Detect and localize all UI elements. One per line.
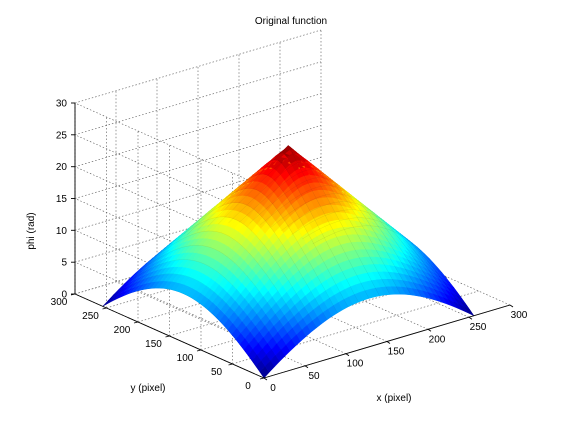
surface-mesh-line [176,188,338,313]
z-tick-label: 0 [61,290,67,301]
y-tick-mark [133,321,139,324]
y-tick-label: 100 [177,353,194,364]
y-tick-mark [102,307,107,310]
tick-labels: 0501001502002503000501001502002503000510… [51,99,528,395]
surface-mesh [102,145,475,379]
grid-line [74,61,322,136]
x-tick-mark [386,341,391,344]
grid-line [74,134,265,220]
y-tick-mark [196,349,202,352]
surface-mesh-line [312,225,475,316]
grid-line [74,29,322,104]
z-tick-label: 20 [56,162,68,173]
grid-line [74,93,322,167]
y-tick-mark [165,335,170,338]
surface-mesh-line [260,185,422,297]
y-tick-label: 300 [51,297,68,308]
y-tick-mark [259,377,265,380]
x-tick-label: 50 [308,371,320,382]
x-tick-label: 150 [388,347,405,358]
x-tick-mark [427,328,432,332]
surface-mesh-line [102,287,265,379]
y-tick-label: 200 [114,325,131,336]
z-tick-label: 5 [61,258,67,269]
z-tick-label: 25 [56,130,68,141]
x-tick-label: 250 [470,322,487,333]
surface-mesh-line [123,259,286,357]
chart-title: Original function [255,16,327,27]
grid-line [74,125,322,199]
surface-mesh-line [144,230,307,337]
grid-line [74,102,265,188]
z-tick-label: 10 [56,226,68,237]
surface-mesh-line [197,159,359,303]
y-tick-label: 0 [245,381,251,392]
surface-mesh-line [155,216,317,328]
y-axis-label: y (pixel) [130,383,165,394]
x-tick-mark [509,304,514,308]
y-tick-label: 150 [145,339,162,350]
x-tick-mark [304,365,309,369]
x-tick-label: 300 [511,310,528,321]
z-tick-label: 30 [56,99,68,110]
surface-mesh-line [165,202,328,320]
grid-line [74,166,265,251]
z-tick-label: 15 [56,194,68,205]
axes-lines [70,102,514,381]
surface-mesh-line [218,153,380,296]
grid-line [74,261,265,347]
x-tick-mark [263,377,268,381]
surface-mesh-line [186,173,349,307]
x-axis-label: x (pixel) [376,393,411,404]
surface-mesh-line [207,145,370,299]
surface-mesh-line [301,217,464,311]
x-tick-mark [345,353,350,357]
y-tick-label: 250 [82,311,99,322]
surface-mesh-line [239,169,401,295]
y-tick-mark [228,363,233,366]
x-tick-label: 100 [347,359,364,370]
surface-mesh-line [134,245,296,347]
surface-mesh-line [281,201,443,303]
x-tick-label: 200 [429,334,446,345]
surface-mesh-line [291,209,454,307]
grid-line [74,230,265,315]
surface-mesh-line [228,161,391,295]
surface-face [463,306,475,317]
z-axis-label: phi (rad) [26,212,37,249]
surface-mesh-line [249,177,412,295]
grid-line [74,198,265,283]
y-tick-label: 50 [211,367,223,378]
surface-mesh-line [270,193,433,300]
x-tick-label: 0 [270,383,276,394]
x-tick-mark [468,316,473,320]
surface-mesh-line [113,273,275,367]
